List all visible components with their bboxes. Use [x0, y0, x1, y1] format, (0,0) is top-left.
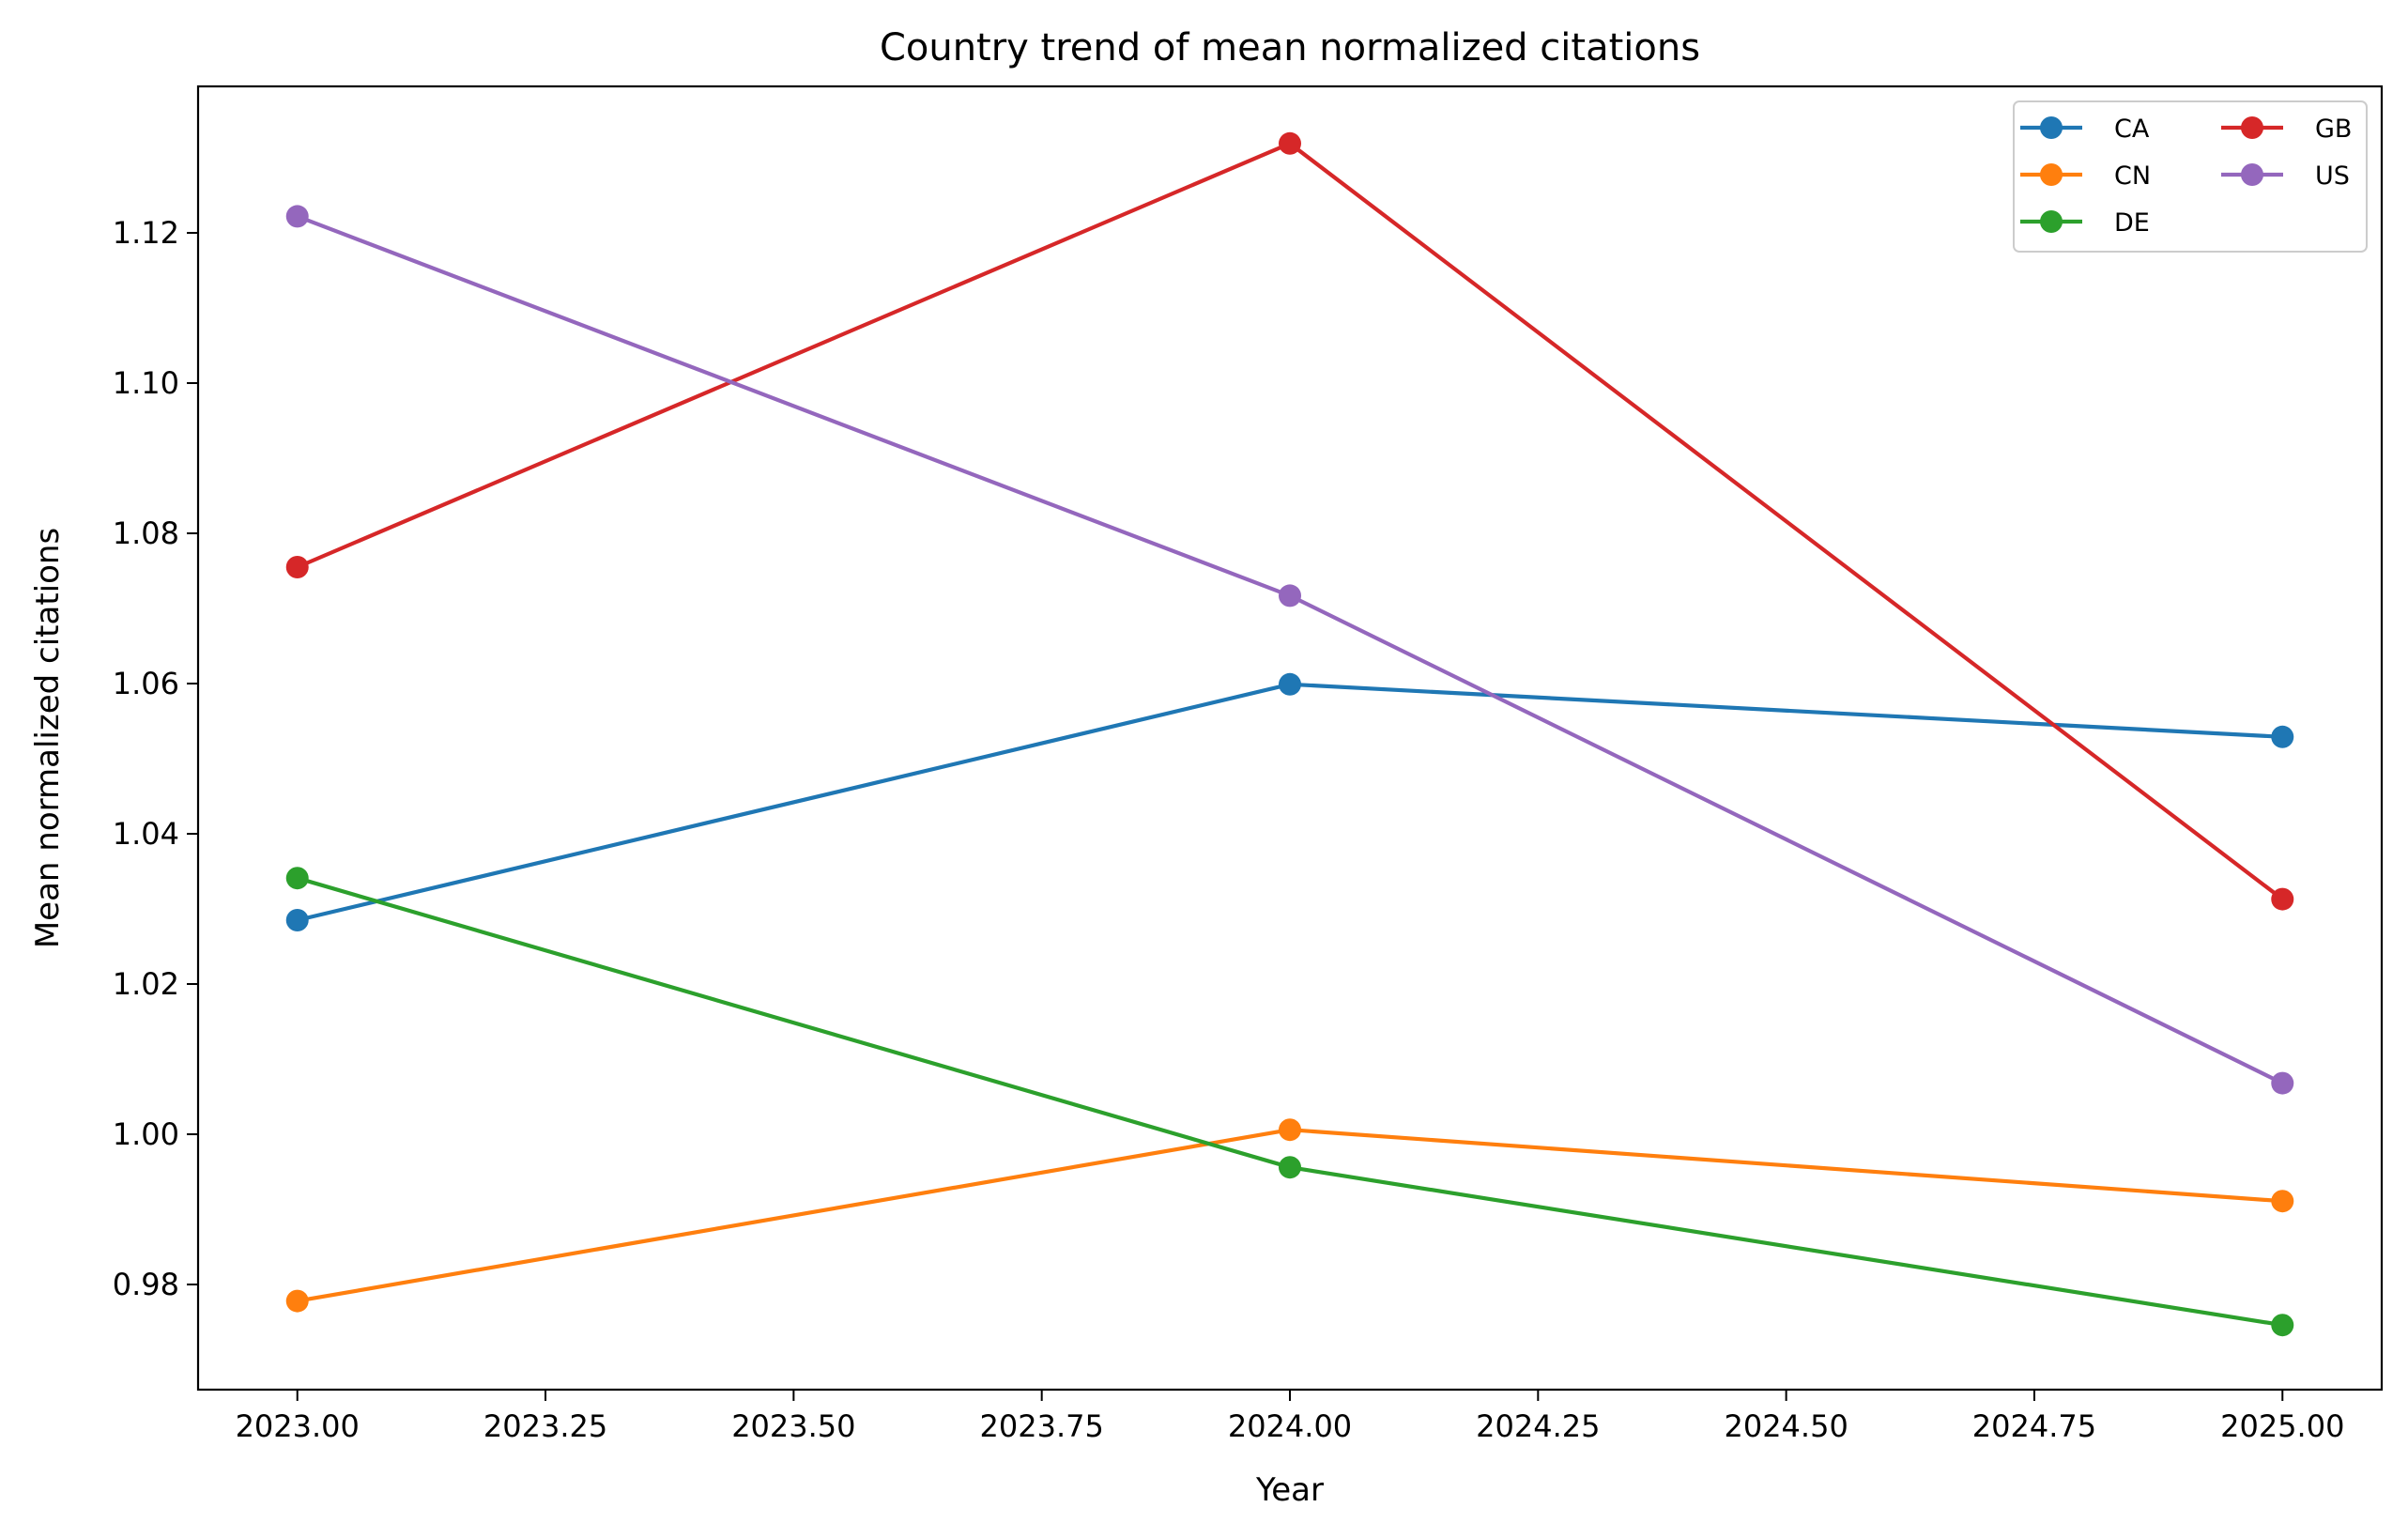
- data-point-gb: [2271, 887, 2294, 911]
- x-tick-label: 2025.00: [2220, 1408, 2344, 1444]
- data-point-de: [1279, 1156, 1301, 1179]
- legend-label: CA: [2114, 115, 2150, 144]
- data-point-us: [1279, 584, 1301, 608]
- x-tick-label: 2024.25: [1476, 1408, 1600, 1444]
- series-gb: [285, 131, 2294, 911]
- x-tick-label: 2023.00: [236, 1408, 360, 1444]
- x-tick-label: 2024.75: [1972, 1408, 2096, 1444]
- data-point-us: [2271, 1071, 2294, 1095]
- legend-swatch-marker: [2040, 163, 2063, 186]
- data-point-de: [285, 867, 309, 890]
- legend-item-cn: CN: [2020, 161, 2151, 191]
- data-point-gb: [285, 556, 309, 578]
- legend: CA CN DE GB US: [2013, 100, 2368, 253]
- data-point-ca: [285, 909, 309, 931]
- legend-label: US: [2315, 161, 2350, 191]
- x-tick-label: 2023.25: [483, 1408, 607, 1444]
- legend-label: CN: [2114, 161, 2151, 191]
- x-tick-label: 2023.50: [731, 1408, 855, 1444]
- data-point-cn: [2271, 1190, 2294, 1213]
- legend-swatch-marker: [2040, 210, 2063, 233]
- plot-frame: [196, 85, 2384, 1392]
- y-axis-ticks: 0.98 1.00 1.02 1.04 1.06 1.08 1.10 1.12: [113, 215, 198, 1302]
- legend-item-gb: GB: [2221, 115, 2352, 144]
- legend-swatch-marker: [2040, 116, 2063, 139]
- series-ca: [285, 672, 2294, 931]
- legend-item-ca: CA: [2020, 115, 2150, 144]
- y-tick-label: 1.12: [113, 215, 179, 251]
- data-point-gb: [1279, 131, 1301, 155]
- y-tick-label: 1.08: [113, 515, 179, 551]
- series-us: [285, 205, 2294, 1095]
- data-point-de: [2271, 1314, 2294, 1337]
- y-tick-label: 1.00: [113, 1116, 179, 1152]
- y-tick-label: 1.06: [113, 666, 179, 701]
- series-cn: [285, 1118, 2294, 1313]
- legend-item-us: US: [2221, 161, 2350, 191]
- x-tick-label: 2024.50: [1724, 1408, 1848, 1444]
- data-point-us: [285, 205, 309, 228]
- x-tick-label: 2024.00: [1228, 1408, 1352, 1444]
- legend-label: DE: [2114, 208, 2150, 238]
- legend-swatch-marker: [2241, 116, 2263, 139]
- data-point-cn: [285, 1289, 309, 1313]
- y-tick-label: 1.02: [113, 966, 179, 1002]
- legend-item-de: DE: [2020, 208, 2150, 238]
- data-point-cn: [1279, 1118, 1301, 1142]
- y-tick-label: 1.10: [113, 365, 179, 401]
- data-point-ca: [1279, 672, 1301, 696]
- series-de: [285, 867, 2294, 1337]
- legend-frame: [2013, 100, 2368, 253]
- x-axis-label: Year: [1255, 1471, 1324, 1509]
- y-axis-label: Mean normalized citations: [29, 528, 67, 948]
- legend-swatch-marker: [2241, 163, 2263, 186]
- x-tick-label: 2023.75: [980, 1408, 1104, 1444]
- plot-series: [285, 131, 2294, 1337]
- legend-label: GB: [2315, 115, 2352, 144]
- y-tick-label: 1.04: [113, 816, 179, 852]
- y-tick-label: 0.98: [113, 1267, 179, 1302]
- x-axis-ticks: 2023.00 2023.25 2023.50 2023.75 2024.00 2024.…: [236, 1390, 2344, 1444]
- data-point-ca: [2271, 725, 2294, 748]
- chart-title: Country trend of mean normalized citatio…: [880, 26, 1700, 69]
